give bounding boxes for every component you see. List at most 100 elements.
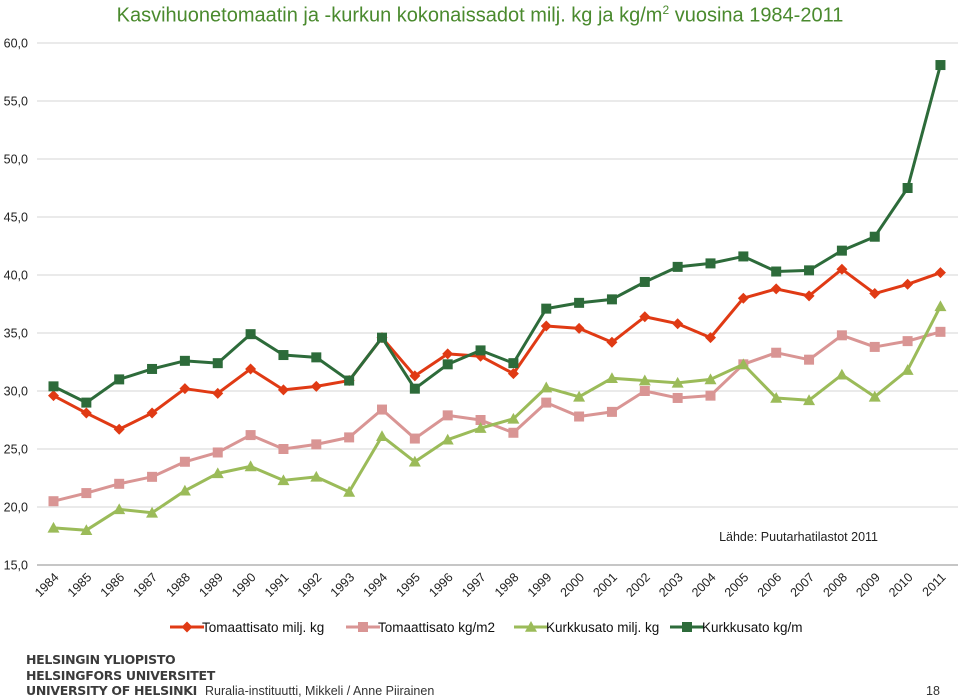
chart-title-main: Kasvihuonetomaatin ja -kurkun kokonaissa… [116, 4, 663, 27]
data-point [147, 471, 158, 482]
chart-title: Kasvihuonetomaatin ja -kurkun kokonaissa… [0, 3, 960, 28]
x-tick-label: 1985 [65, 570, 95, 600]
source-annotation: Lähde: Puutarhatilastot 2011 [719, 530, 878, 544]
footer-credit: Ruralia-instituutti, Mikkeli / Anne Piir… [205, 684, 435, 698]
x-tick-label: 1998 [492, 570, 522, 600]
y-tick-label: 15,0 [4, 559, 28, 573]
data-point [507, 368, 519, 380]
data-point [409, 370, 421, 382]
data-point [277, 384, 289, 396]
data-point [901, 364, 914, 375]
gridlines [37, 42, 958, 566]
data-point [902, 278, 914, 290]
data-point [771, 347, 782, 358]
legend-label: Kurkkusato milj. kg [546, 620, 659, 635]
series-layer [47, 60, 947, 535]
data-point [540, 381, 553, 393]
data-point [409, 433, 420, 444]
x-tick-label: 2002 [623, 570, 653, 600]
data-point [507, 412, 520, 424]
data-point [245, 430, 256, 441]
data-point [605, 372, 618, 384]
data-point [540, 320, 552, 332]
data-point [803, 290, 815, 302]
x-tick-label: 2008 [820, 570, 850, 600]
x-tick-label: 1994 [361, 570, 391, 600]
legend-swatch-marker [358, 622, 368, 632]
data-point [377, 332, 387, 343]
data-point [113, 503, 126, 515]
data-point [475, 415, 486, 425]
data-point [179, 383, 191, 395]
series-3 [47, 300, 947, 535]
data-point [442, 410, 453, 421]
data-point [409, 383, 420, 394]
x-tick-label: 1989 [196, 570, 226, 600]
logo-line-3: UNIVERSITY OF HELSINKI [26, 683, 198, 698]
data-point [179, 355, 190, 366]
legend-label: Kurkkusato kg/m [702, 620, 803, 635]
data-point [672, 318, 684, 330]
data-point [606, 294, 617, 305]
data-point [212, 387, 224, 399]
y-tick-label: 45,0 [4, 211, 28, 225]
data-point [475, 345, 486, 356]
x-tick-label: 1996 [426, 570, 456, 600]
data-point [212, 447, 223, 458]
data-point [573, 390, 586, 402]
series-line [53, 330, 941, 503]
x-tick-label: 1990 [229, 570, 259, 600]
y-tick-label: 50,0 [4, 153, 28, 167]
logo-line-1: HELSINGIN YLIOPISTO [26, 652, 176, 667]
data-point [277, 474, 290, 486]
data-point [935, 326, 946, 337]
data-point [47, 521, 60, 533]
data-point [902, 336, 913, 347]
x-tick-label: 1993 [328, 570, 358, 600]
x-tick-label: 2001 [591, 570, 621, 600]
data-point [114, 478, 125, 489]
data-point [245, 363, 257, 375]
y-tick-label: 35,0 [4, 327, 28, 341]
data-point [48, 496, 59, 507]
data-point [639, 386, 650, 396]
data-point [803, 394, 816, 406]
x-tick-label: 2009 [853, 570, 883, 600]
data-point [771, 266, 782, 277]
legend: Tomaattisato milj. kg Tomaattisato kg/m2 K… [170, 620, 803, 635]
data-point [541, 397, 552, 408]
y-tick-label: 55,0 [4, 95, 28, 109]
legend-label: Tomaattisato kg/m2 [378, 620, 495, 635]
x-tick-label: 2005 [722, 570, 752, 600]
data-point [836, 330, 847, 341]
x-tick-label: 2000 [558, 570, 588, 600]
data-point [671, 376, 684, 388]
data-point [81, 397, 92, 408]
series-2 [48, 326, 946, 507]
series-line [52, 64, 942, 405]
data-point [574, 297, 585, 308]
legend-item-2: Tomaattisato kg/m2 [346, 620, 495, 635]
data-point [344, 375, 355, 386]
data-point [869, 341, 880, 352]
series-4 [48, 60, 946, 408]
legend-swatch-marker [525, 621, 537, 632]
data-point [639, 276, 650, 287]
x-tick-label: 2004 [689, 570, 719, 600]
data-point [113, 423, 125, 435]
data-point [804, 265, 815, 276]
data-point [48, 390, 59, 402]
y-axis-ticks: 15,0 20,0 25,0 30,0 35,0 40,0 45,0 50,0 55,0 60,0 [4, 37, 28, 573]
data-point [836, 263, 848, 275]
data-point [836, 245, 847, 256]
data-point [80, 407, 92, 419]
data-point [705, 390, 716, 401]
legend-swatch-marker [181, 621, 193, 633]
x-tick-label: 1995 [393, 570, 423, 600]
x-tick-label: 1992 [295, 570, 325, 600]
data-point [868, 390, 881, 402]
data-point [705, 332, 716, 344]
data-point [606, 336, 618, 348]
data-point [869, 288, 881, 300]
